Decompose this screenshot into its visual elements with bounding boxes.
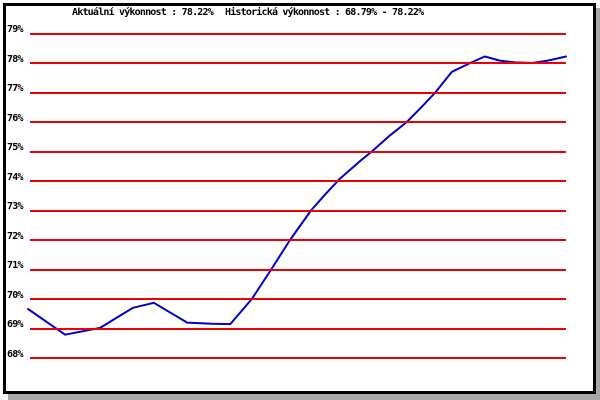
gridline-71 [30,268,566,271]
y-axis-label-76: 76% [7,112,23,124]
y-axis-label-75: 75% [7,142,23,153]
gridline-69 [30,327,566,330]
y-axis-label-69: 69% [7,319,23,330]
historical-performance-label: Historická výkonnost : 68.79% - 78.22% [224,7,424,18]
y-axis-label-79: 79% [7,24,23,35]
y-axis-label-71: 71% [7,260,23,271]
gridline-77 [30,91,566,94]
y-axis-label-77: 77% [7,83,23,94]
gridline-76 [30,121,566,123]
gridline-75 [30,150,566,153]
current-performance-label: Aktuální výkonnost : 78.22% [72,7,214,18]
drop-shadow-bottom [8,394,600,400]
y-axis-label-78: 78% [7,53,23,65]
gridline-72 [30,239,566,241]
y-axis-label-74: 74% [7,171,23,183]
gridline-74 [30,180,566,182]
window-border [3,3,596,394]
gridline-79 [30,32,566,35]
drop-shadow-right [596,8,600,400]
y-axis-label-68: 68% [7,348,23,360]
performance-line [27,55,567,336]
gridline-73 [30,209,566,212]
y-axis-label-72: 72% [7,230,23,242]
y-axis-label-70: 70% [7,289,23,301]
y-axis-label-73: 73% [7,201,23,212]
chart-title: Aktuální výkonnost : 78.22% Historická vý… [72,7,424,18]
gridline-68 [30,357,566,359]
gridline-78 [30,62,566,64]
gridline-70 [30,298,566,300]
